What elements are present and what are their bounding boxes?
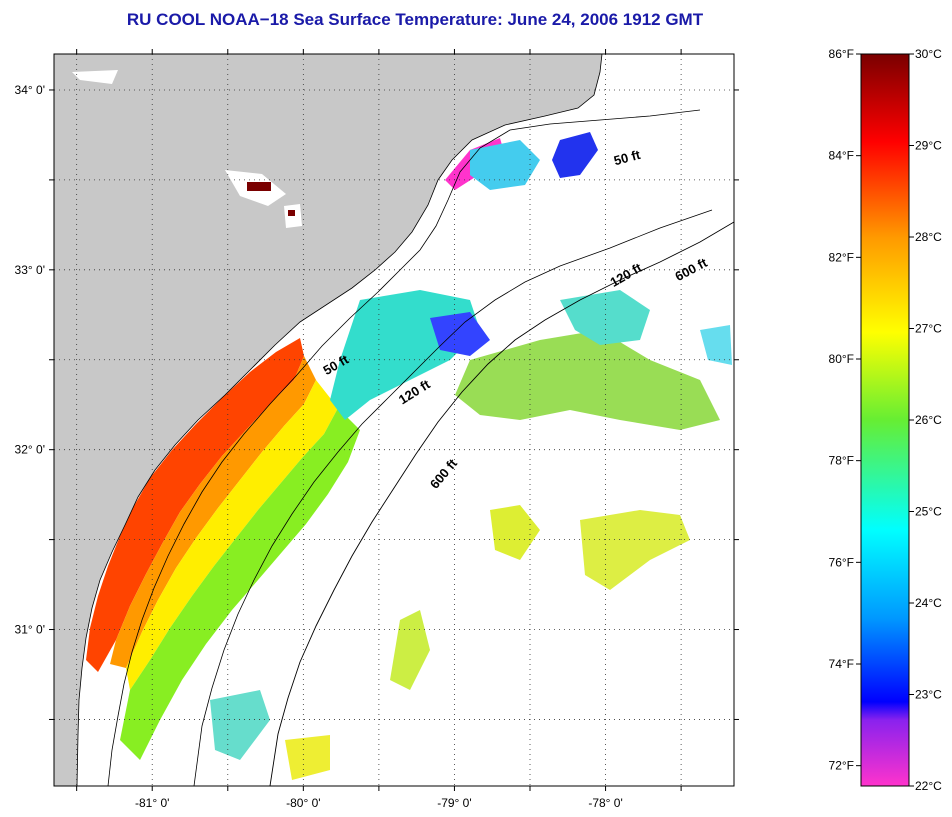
colorbar-celsius-label: 25°C bbox=[915, 505, 942, 519]
yellow-offshore-patch bbox=[285, 735, 330, 780]
blue-nearshore-patch bbox=[552, 132, 598, 178]
lon-tick-label: -80° 0' bbox=[286, 796, 320, 810]
contour-label: 50 ft bbox=[612, 147, 642, 169]
orange-nearshore-band bbox=[110, 356, 316, 668]
colorbar-celsius-label: 27°C bbox=[915, 322, 942, 336]
lat-tick-label: 32° 0' bbox=[15, 443, 45, 457]
yellow-offshore-patch bbox=[490, 505, 540, 560]
colorbar-fahrenheit-label: 72°F bbox=[829, 759, 854, 773]
cyan-nearshore-patch bbox=[470, 140, 540, 190]
yellow-offshore-patch bbox=[390, 610, 430, 690]
colorbar-celsius-label: 22°C bbox=[915, 779, 942, 793]
contour-120ft bbox=[193, 209, 713, 786]
lon-tick-labels: -81° 0' -80° 0' -79° 0' -78° 0' bbox=[135, 796, 623, 810]
colorbar-fahrenheit-label: 86°F bbox=[829, 47, 854, 61]
offshore-green-patch bbox=[455, 330, 720, 430]
colorbar-fahrenheit-label: 82°F bbox=[829, 250, 854, 264]
colorbar: 30°C 29°C 28°C 27°C 26°C 25°C 24°C 23°C 22°C 86°… bbox=[829, 47, 943, 793]
sst-patches bbox=[86, 132, 732, 780]
lat-tick-label: 34° 0' bbox=[15, 83, 45, 97]
colorbar-celsius-labels: 30°C 29°C 28°C 27°C 26°C 25°C 24°C 23°C 22°C bbox=[915, 47, 942, 793]
yellow-offshore-patch bbox=[580, 510, 690, 590]
colorbar-fahrenheit-label: 74°F bbox=[829, 657, 854, 671]
map-title: RU COOL NOAA−18 Sea Surface Temperature:… bbox=[126, 10, 704, 29]
hot-lake-pixel bbox=[288, 210, 295, 216]
colorbar-celsius-label: 28°C bbox=[915, 230, 942, 244]
land-mass bbox=[54, 54, 602, 786]
blue-mid-shelf bbox=[430, 312, 490, 356]
lat-tick-label: 33° 0' bbox=[15, 263, 45, 277]
colorbar-rect bbox=[860, 53, 910, 787]
colorbar-celsius-label: 24°C bbox=[915, 596, 942, 610]
contour-50ft bbox=[107, 109, 701, 786]
colorbar-celsius-label: 26°C bbox=[915, 413, 942, 427]
cyan-offshore-patch bbox=[210, 690, 270, 760]
axis-ticks bbox=[49, 49, 739, 791]
lon-tick-label: -79° 0' bbox=[437, 796, 471, 810]
hot-lake-pixel bbox=[247, 182, 271, 191]
colorbar-fahrenheit-labels: 86°F 84°F 82°F 80°F 78°F 76°F 74°F 72°F bbox=[829, 47, 854, 773]
colorbar-fahrenheit-label: 78°F bbox=[829, 454, 854, 468]
colorbar-fahrenheit-label: 80°F bbox=[829, 352, 854, 366]
map-frame bbox=[53, 53, 735, 787]
cyan-offshore-patch bbox=[700, 325, 732, 365]
green-shelf-band bbox=[120, 408, 360, 760]
offshore-cyan-patch bbox=[560, 290, 650, 345]
colorbar-celsius-label: 23°C bbox=[915, 688, 942, 702]
colorbar-fahrenheit-label: 84°F bbox=[829, 149, 854, 163]
lat-tick-labels: 34° 0' 33° 0' 32° 0' 31° 0' bbox=[15, 83, 45, 637]
grid-lines bbox=[54, 54, 734, 786]
coastline bbox=[76, 54, 603, 786]
contour-600ft bbox=[269, 221, 734, 786]
warm-nearshore-band bbox=[86, 338, 304, 672]
colorbar-fahrenheit-label: 76°F bbox=[829, 555, 854, 569]
cloud-over-land bbox=[72, 70, 118, 84]
colorbar-celsius-label: 30°C bbox=[915, 47, 942, 61]
lat-tick-label: 31° 0' bbox=[15, 623, 45, 637]
colorbar-ticks bbox=[856, 53, 914, 787]
lon-tick-label: -81° 0' bbox=[135, 796, 169, 810]
lon-tick-label: -78° 0' bbox=[588, 796, 622, 810]
colorbar-celsius-label: 29°C bbox=[915, 139, 942, 153]
yellow-shelf-band bbox=[126, 380, 338, 690]
